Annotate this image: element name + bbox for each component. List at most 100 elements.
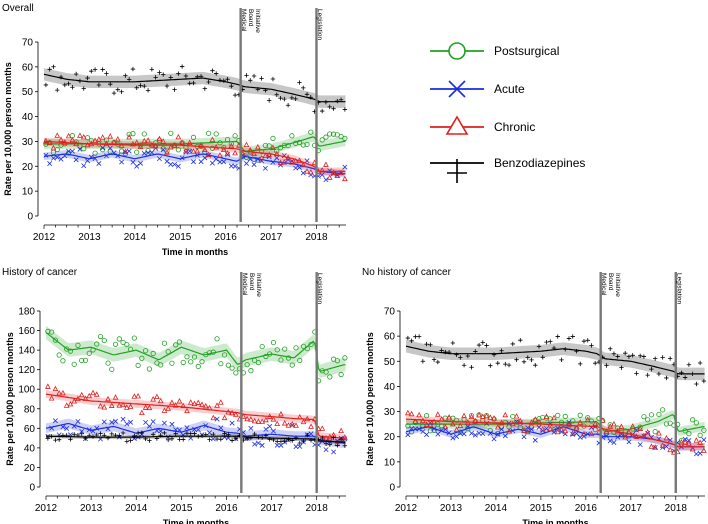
data-point [656, 371, 662, 377]
data-point [116, 402, 123, 408]
data-point [105, 360, 111, 366]
data-point [563, 347, 568, 352]
data-point [484, 343, 489, 348]
y-tick-label: 20 [384, 432, 396, 443]
data-point [409, 338, 414, 344]
data-point [154, 436, 160, 441]
data-point [90, 347, 96, 353]
data-point [169, 399, 175, 405]
data-point [289, 159, 295, 165]
data-point [45, 328, 51, 334]
data-point [281, 420, 288, 426]
data-point [331, 171, 336, 177]
data-point [104, 71, 109, 76]
data-point [218, 361, 224, 367]
data-point [131, 393, 138, 399]
data-point [100, 67, 105, 72]
data-point [45, 383, 51, 389]
data-point [50, 155, 56, 161]
data-point [97, 333, 104, 340]
data-point [184, 430, 190, 436]
data-point [465, 353, 471, 359]
data-point [338, 97, 344, 102]
data-point [54, 132, 61, 138]
data-point [419, 417, 426, 423]
data-point [109, 419, 115, 425]
data-point [521, 434, 527, 440]
data-point [581, 430, 587, 437]
data-point [323, 441, 329, 446]
data-point [192, 431, 197, 436]
legend-marker-circle [448, 42, 466, 60]
data-point [289, 133, 295, 139]
data-point [540, 355, 545, 360]
data-point [51, 64, 56, 69]
data-point [156, 135, 163, 142]
y-tick-label: 70 [22, 38, 34, 49]
data-point [90, 389, 96, 396]
data-point [255, 156, 261, 162]
data-point [342, 164, 348, 170]
data-point [210, 349, 216, 355]
data-point [184, 407, 190, 414]
data-point [652, 444, 659, 450]
data-point [585, 338, 590, 343]
data-point [221, 159, 227, 165]
data-point [495, 431, 501, 437]
data-point [191, 80, 196, 86]
data-point [297, 80, 302, 85]
data-point [220, 146, 227, 152]
data-point [301, 438, 306, 444]
data-point [514, 357, 519, 362]
data-point [424, 432, 430, 438]
data-point [562, 413, 568, 419]
data-point [43, 152, 49, 158]
data-point [89, 68, 94, 74]
data-point [229, 438, 235, 443]
y-tick-label: 100 [18, 385, 35, 396]
data-point [101, 337, 107, 344]
data-point [259, 76, 264, 81]
data-point [331, 435, 336, 440]
data-point [539, 426, 546, 432]
data-point [308, 423, 314, 429]
data-point [263, 433, 269, 438]
data-point [273, 150, 280, 157]
data-point [694, 381, 699, 387]
data-point [296, 414, 303, 420]
data-point [424, 413, 430, 419]
data-point [92, 137, 98, 143]
data-point [297, 443, 303, 449]
data-point [263, 88, 268, 93]
trend-line [43, 73, 346, 103]
data-point [533, 362, 538, 368]
data-point [206, 350, 213, 356]
data-point [323, 161, 329, 167]
data-point [342, 443, 348, 448]
data-point [679, 370, 684, 376]
data-point [172, 87, 177, 92]
data-point [682, 439, 689, 445]
data-point [518, 337, 523, 343]
series-chronic [43, 132, 348, 182]
data-point [133, 139, 140, 145]
data-point [202, 86, 208, 91]
y-tick-label: 10 [384, 457, 396, 468]
data-point [559, 357, 564, 363]
data-point [248, 368, 254, 374]
data-point [111, 150, 117, 156]
data-point [177, 437, 182, 442]
y-tick-label: 160 [18, 326, 35, 337]
data-point [232, 133, 238, 139]
data-point [183, 147, 189, 154]
data-point [649, 366, 654, 372]
data-point [693, 437, 700, 443]
data-point [142, 404, 149, 410]
data-point [479, 413, 486, 419]
data-point [154, 393, 160, 400]
chart-panel-2: History of cancer 0 20 40 60 80 100 120 140 160 18… [2, 267, 348, 524]
data-point [405, 409, 411, 416]
data-point [244, 436, 250, 442]
data-point [69, 148, 75, 154]
data-point [259, 442, 265, 448]
